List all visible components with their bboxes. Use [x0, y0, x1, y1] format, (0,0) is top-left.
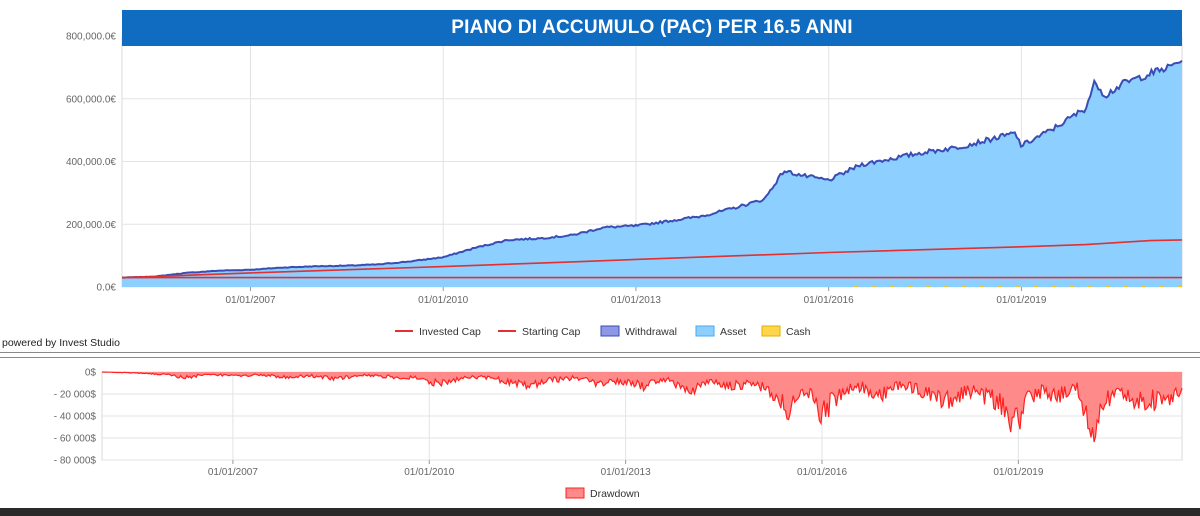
footer-bar: [0, 508, 1200, 516]
x-tick-label: 01/01/2010: [404, 467, 454, 478]
cash-mark: [1106, 285, 1111, 287]
separator-line: [0, 352, 1200, 353]
y-tick-label: 0.0€: [97, 283, 117, 294]
chart-title: PIANO DI ACCUMULO (PAC) PER 16.5 ANNI: [451, 17, 853, 38]
drawdown-chart: 0$ - 20 000$ - 40 000$ - 60 000$ - 80 000$ 0…: [54, 368, 1183, 500]
drawdown-chart-x-axis: 01/01/2007 01/01/2010 01/01/2013 01/01/2016…: [208, 460, 1044, 478]
y-tick-label: 0$: [85, 368, 97, 379]
invested-cap-line: [121, 239, 1183, 279]
cash-mark: [890, 285, 895, 287]
cash-mark: [1034, 285, 1039, 287]
legend-label: Invested Cap: [419, 326, 481, 338]
legend-swatch: [565, 487, 585, 499]
y-tick-label: - 20 000$: [54, 390, 97, 401]
legend-swatch: [600, 325, 620, 337]
x-tick-label: 01/01/2010: [418, 295, 468, 306]
legend-label: Starting Cap: [522, 326, 581, 338]
drawdown-chart-series: [101, 371, 1183, 443]
cash-mark: [908, 285, 913, 287]
y-tick-label: 800,000.0€: [66, 32, 116, 43]
y-tick-label: - 60 000$: [54, 434, 97, 445]
withdrawal-line: [122, 59, 1183, 279]
x-tick-label: 01/01/2016: [804, 295, 854, 306]
legend-label: Drawdown: [590, 488, 640, 500]
cash-mark: [980, 285, 985, 287]
cash-mark: [926, 285, 931, 287]
main-chart-series: [121, 59, 1183, 288]
x-tick-label: 01/01/2019: [996, 295, 1046, 306]
x-tick-label: 01/01/2019: [993, 467, 1043, 478]
main-chart-y-axis: 0.0€ 200,000.0€ 400,000.0€ 600,000.0€ 800,00…: [66, 32, 116, 294]
legend-swatch: [695, 325, 715, 337]
y-tick-label: - 40 000$: [54, 412, 97, 423]
legend-label: Asset: [720, 326, 746, 338]
legend-label: Cash: [786, 326, 811, 338]
cash-mark: [944, 285, 949, 287]
cash-mark: [872, 285, 877, 287]
cash-mark: [1142, 285, 1147, 287]
cash-mark: [1016, 285, 1021, 287]
chart-title-banner: PIANO DI ACCUMULO (PAC) PER 16.5 ANNI: [122, 10, 1182, 46]
drawdown-chart-y-axis: 0$ - 20 000$ - 40 000$ - 60 000$ - 80 000$: [54, 368, 97, 467]
x-tick-label: 01/01/2007: [225, 295, 275, 306]
drawdown-line: [101, 371, 1183, 443]
legend-swatch: [761, 325, 781, 337]
main-chart: 0.0€ 200,000.0€ 400,000.0€ 600,000.0€ 800,00…: [66, 32, 1183, 338]
asset-area: [122, 60, 1182, 288]
cash-mark: [962, 285, 967, 287]
cash-mark: [1160, 285, 1165, 287]
drawdown-chart-legend: Drawdown: [565, 487, 640, 500]
main-chart-legend: Invested Cap Starting Cap Withdrawal Asset C…: [395, 325, 811, 338]
cash-mark: [998, 285, 1003, 287]
x-tick-label: 01/01/2007: [208, 467, 258, 478]
cash-mark: [1178, 285, 1183, 287]
y-tick-label: 200,000.0€: [66, 220, 116, 231]
cash-mark: [1124, 285, 1129, 287]
y-tick-label: 600,000.0€: [66, 94, 116, 105]
y-tick-label: 400,000.0€: [66, 157, 116, 168]
main-chart-x-axis: 01/01/2007 01/01/2010 01/01/2013 01/01/2016…: [225, 287, 1047, 306]
cash-mark: [1088, 285, 1093, 287]
legend-label: Withdrawal: [625, 326, 677, 338]
separator-line-2: [0, 357, 1200, 358]
x-tick-label: 01/01/2016: [797, 467, 847, 478]
x-tick-label: 01/01/2013: [611, 295, 661, 306]
cash-mark: [1052, 285, 1057, 287]
powered-by-label: powered by Invest Studio: [2, 337, 120, 349]
y-tick-label: - 80 000$: [54, 456, 97, 467]
x-tick-label: 01/01/2013: [601, 467, 651, 478]
cash-mark: [854, 285, 859, 287]
cash-mark: [1070, 285, 1075, 287]
